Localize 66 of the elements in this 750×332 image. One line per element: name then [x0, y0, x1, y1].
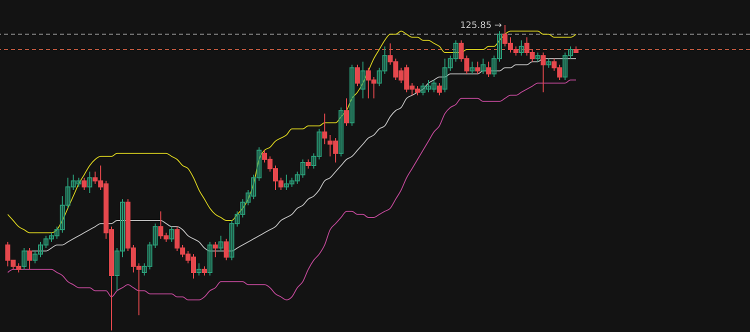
candlestick: [229, 220, 234, 261]
candlestick: [442, 58, 448, 93]
candlestick: [65, 177, 70, 209]
candlestick: [251, 174, 256, 200]
candlestick: [338, 107, 344, 157]
candlestick: [294, 171, 300, 184]
candlestick: [246, 189, 251, 206]
candlestick: [568, 46, 574, 60]
candlestick: [322, 113, 328, 145]
candlestick: [492, 55, 497, 78]
candlestick: [354, 64, 360, 87]
candlestick: [306, 158, 311, 170]
candlestick: [360, 61, 366, 99]
candlestick: [43, 235, 48, 249]
candlestick: [448, 55, 453, 72]
candlestick: [289, 177, 294, 188]
candlestick: [480, 58, 486, 74]
candlestick: [142, 262, 147, 276]
candlestick: [48, 232, 54, 242]
candlestick: [76, 177, 82, 188]
candlestick: [70, 174, 76, 190]
candlestick: [546, 58, 552, 68]
candlestick: [54, 226, 60, 240]
candlestick: [256, 146, 262, 182]
candlestick: [240, 198, 246, 218]
candlestick: [453, 40, 458, 62]
candlestick: [152, 223, 158, 249]
candlestick: [27, 248, 32, 270]
candlestick: [486, 61, 492, 78]
candlestick: [82, 177, 87, 190]
candlestick: [207, 241, 212, 276]
candlestick: [147, 241, 152, 270]
candlestick: [420, 82, 426, 96]
candlestick: [426, 80, 431, 93]
candlestick: [535, 52, 540, 62]
candlestick: [114, 248, 120, 292]
candlestick: [87, 171, 92, 194]
candlestick: [344, 98, 350, 126]
candlestick: [22, 248, 27, 270]
candlestick: [202, 266, 207, 276]
candlestick: [196, 262, 202, 276]
candlestick: [431, 80, 436, 93]
candlestick: [518, 40, 524, 56]
candlestick: [475, 61, 480, 74]
candlestick: [376, 67, 382, 87]
candlestick: [562, 52, 568, 81]
annotation: 125.85 →: [460, 21, 502, 32]
candlestick: [497, 30, 502, 62]
candlestick: [436, 82, 442, 96]
candlestick: [300, 158, 306, 178]
candlestick: [316, 128, 322, 160]
candlestick: [212, 241, 218, 258]
candlestick: [349, 64, 354, 126]
candlestick: [224, 238, 229, 261]
candlestick: [540, 52, 546, 93]
candlestick: [311, 152, 316, 170]
candlestick: [32, 250, 38, 264]
candlestick: [120, 198, 125, 258]
candlestick: [38, 241, 44, 258]
candlestick: [382, 46, 388, 74]
candlestick: [169, 226, 174, 242]
candlestick: [60, 196, 65, 234]
candlestick: [218, 235, 224, 252]
candlestick: [234, 210, 240, 228]
candlestick: [470, 61, 475, 74]
candlestick: [284, 174, 289, 190]
